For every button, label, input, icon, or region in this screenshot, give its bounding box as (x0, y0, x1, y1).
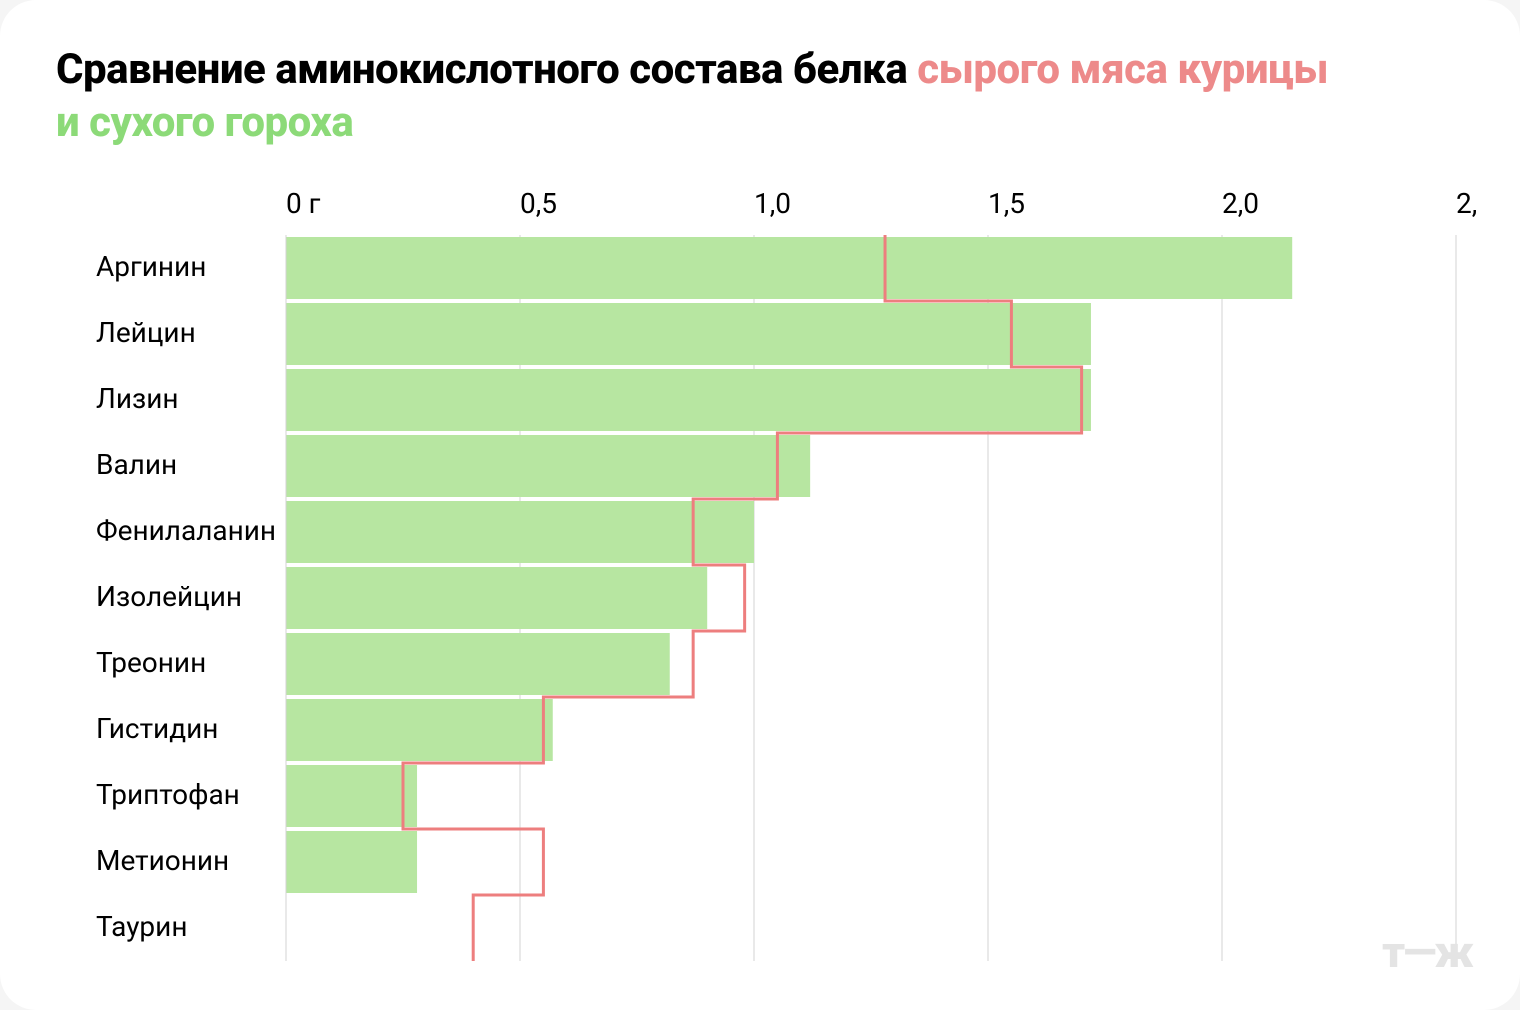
chart-card: Сравнение аминокислотного состава белка … (0, 0, 1520, 1010)
chart-title: Сравнение аминокислотного состава белка … (56, 44, 1456, 149)
category-label: Метионин (96, 844, 229, 877)
bar (286, 237, 1292, 299)
category-label: Валин (96, 448, 177, 481)
bar (286, 369, 1091, 431)
title-part-green-prefix: и сухого гороха (56, 98, 353, 147)
x-tick-label: 0 г (286, 187, 321, 220)
category-label: Фенилаланин (96, 514, 276, 547)
bar (286, 699, 553, 761)
category-label: Лизин (96, 382, 179, 415)
bar (286, 831, 417, 893)
category-label: Триптофан (96, 778, 240, 811)
bar (286, 765, 417, 827)
bar (286, 303, 1091, 365)
bar (286, 567, 707, 629)
bar (286, 435, 810, 497)
category-label: Гистидин (96, 712, 218, 745)
x-tick-label: 2,0 (1222, 187, 1259, 220)
category-label: Треонин (96, 646, 206, 679)
category-label: Аргинин (96, 250, 206, 283)
bar (286, 633, 670, 695)
category-label: Таурин (96, 910, 187, 943)
x-tick-label: 2,5 (1456, 187, 1476, 220)
category-label: Изолейцин (96, 580, 242, 613)
chart-svg: 0 г 0,5 1,0 1,5 2,0 2,5 Аргинин Лейцин Лизин Вали… (56, 177, 1476, 971)
title-part-main: Сравнение аминокислотного состава белка (56, 45, 917, 94)
chart-area: 0 г0,51,01,52,02,5АргининЛейцинЛизинВали… (56, 177, 1464, 971)
category-label: Лейцин (96, 316, 196, 349)
x-tick-label: 1,0 (754, 187, 791, 220)
x-tick-label: 0,5 (520, 187, 557, 220)
x-tick-label: 1,5 (988, 187, 1025, 220)
title-part-red: сырого мяса курицы (917, 45, 1328, 94)
watermark: т—ж (1382, 926, 1472, 978)
bar (286, 501, 754, 563)
